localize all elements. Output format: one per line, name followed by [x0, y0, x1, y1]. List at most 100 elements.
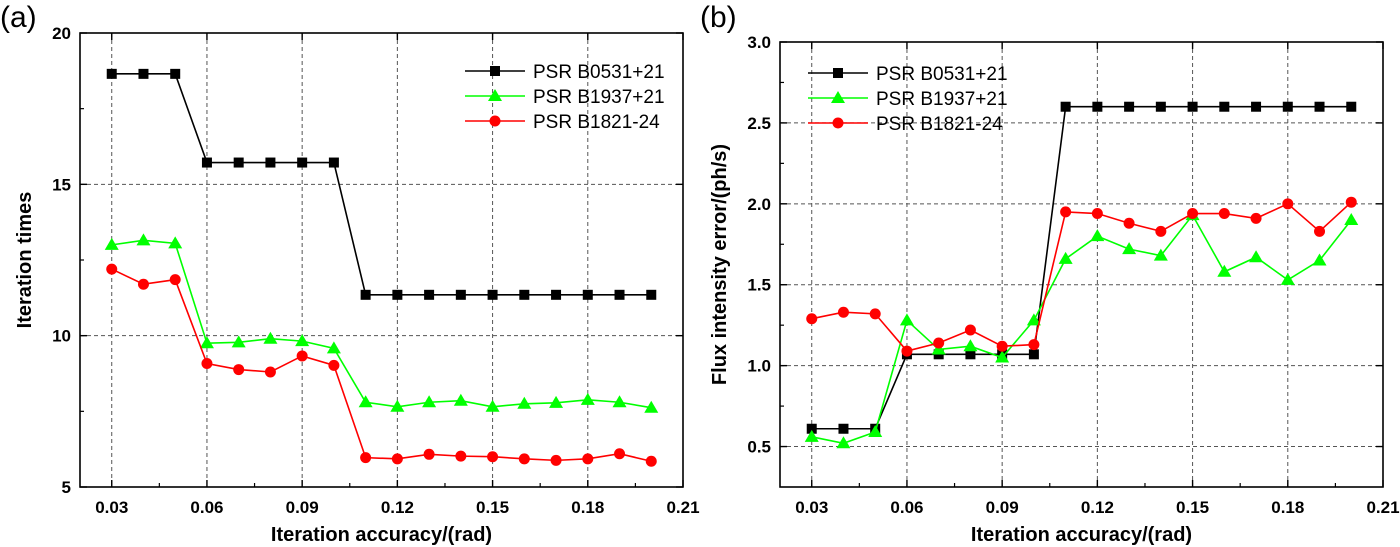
panel-a-series-1-point-3	[199, 336, 214, 349]
panel-b-series-2-point-13	[1218, 208, 1230, 220]
panel-b-series-1-point-0	[804, 429, 819, 442]
panel-a-series-0-point-7	[328, 157, 339, 168]
panel-a-ytick-label-3: 20	[52, 24, 71, 43]
panel-a-xtick-label-3: 0.12	[381, 498, 414, 517]
panel-b-xtick-label-0: 0.03	[795, 498, 828, 517]
panel-a-series-0-point-11	[455, 289, 466, 300]
panel-b-series-0-point-16	[1314, 101, 1325, 112]
panel-b-series-1-point-15	[1280, 272, 1295, 285]
panel-b-series-line-1	[811, 213, 1352, 445]
panel-b-series-1-point-1	[836, 436, 851, 449]
panel-a-series-2-point-7	[328, 359, 340, 371]
panel-b-legend-marker-0	[833, 68, 843, 78]
panel-a-series-1-point-7	[326, 341, 341, 354]
panel-b-series-2-point-8	[1060, 206, 1072, 218]
panel-b-series-2-point-1	[837, 306, 849, 318]
panel-a-series-0-point-14	[551, 289, 562, 300]
panel-b-xtick-label-4: 0.15	[1176, 498, 1209, 517]
panel-b-series-1-point-16	[1312, 253, 1327, 266]
panel-b-series-2-point-2	[869, 308, 881, 320]
panel-a-series-1-point-16	[612, 395, 627, 408]
panel-b-ytick-label-3: 2.0	[747, 195, 771, 214]
panel-a-series-1-point-11	[453, 393, 468, 406]
panel-a-series-2-point-6	[296, 350, 308, 362]
panel-b-series-0-point-17	[1346, 101, 1357, 112]
panel-a-legend-label-2: PSR B1821-24	[533, 112, 660, 133]
panel-b-series-1-point-2	[868, 424, 883, 437]
panel-a-legend-marker-0	[490, 66, 500, 76]
panel-a-series-line-1	[111, 239, 652, 409]
panel-a-series-1-point-2	[168, 236, 183, 249]
panel-b-legend-label-1: PSR B1937+21	[876, 89, 1008, 110]
panel-b-series-0-point-8	[1060, 101, 1071, 112]
panel-b-series-line-2	[811, 201, 1352, 352]
panel-b-series-2-point-15	[1282, 198, 1294, 210]
panel-b-series-1-point-6	[995, 350, 1010, 363]
panel-b-series-0-point-9	[1092, 101, 1103, 112]
panel-a-x-axis-title: Iteration accuracy/(rad)	[271, 524, 492, 546]
panel-b-ytick-label-1: 1.0	[747, 357, 771, 376]
panel-a-series-2-point-13	[518, 453, 530, 465]
panel-a-series-1-point-6	[295, 334, 310, 347]
panel-b-series-2-point-5	[964, 324, 976, 336]
panel-a-series-1-point-0	[104, 237, 119, 250]
panel-a-series-0-point-4	[233, 157, 244, 168]
panel-b-series-0-point-11	[1155, 101, 1166, 112]
panel-b-plot-frame	[779, 41, 1384, 488]
panel-a-series-2-point-15	[582, 453, 594, 465]
panel-b-series-1-point-3	[899, 313, 914, 326]
panel-a-series-2-point-2	[169, 274, 181, 286]
panel-a-series-2-point-16	[614, 448, 626, 460]
panel-a-xtick-label-2: 0.09	[286, 498, 319, 517]
panel-b-series-1-point-11	[1153, 248, 1168, 261]
panel-b-legend-marker-1	[831, 91, 845, 103]
panel-a-series-2-point-4	[233, 364, 245, 376]
panel-a-series-1-point-13	[517, 396, 532, 409]
panel-b-series-2-point-0	[806, 313, 818, 325]
panel-b-series-2-point-17	[1345, 196, 1357, 208]
panel-a-series-1-point-10	[422, 395, 437, 408]
panel-a-series-0-point-17	[646, 289, 657, 300]
panel-b-series-0-point-7	[1028, 349, 1039, 360]
panel-a-series-1-point-4	[231, 335, 246, 348]
panel-b: (b) 0.03 0.06 0.09 0.12 0.15 0.18 0.21 0.5 1.0 1.5…	[700, 1, 1400, 546]
panel-b-series-2-point-9	[1091, 208, 1103, 220]
panel-b-xtick-label-5: 0.18	[1271, 498, 1304, 517]
panel-a-series-2-point-10	[423, 448, 435, 460]
panel-b-label: (b)	[700, 1, 737, 34]
panel-a-series-0-point-13	[519, 289, 530, 300]
panel-a-series-0-point-9	[392, 289, 403, 300]
panel-b-series-0-point-5	[965, 349, 976, 360]
panel-b-series-0-point-1	[838, 423, 849, 434]
panel-a-y-axis-title: Iteration times	[14, 192, 36, 329]
panel-b-series-1-point-7	[1026, 313, 1041, 326]
panel-a-series-1-point-15	[580, 392, 595, 405]
panel-a-series-1-point-8	[358, 395, 373, 408]
panel-a-series-1-point-12	[485, 399, 500, 412]
panel-a-series-2-point-17	[645, 455, 657, 467]
panel-a-series-0-point-5	[265, 157, 276, 168]
panel-a-series-1-point-9	[390, 399, 405, 412]
panel-b-series-0-point-10	[1124, 101, 1135, 112]
panel-b-xtick-label-2: 0.09	[986, 498, 1019, 517]
panel-b-ytick-label-2: 1.5	[747, 276, 771, 295]
panel-b-ytick-label-0: 0.5	[747, 438, 771, 457]
panel-b-series-1-point-9	[1090, 229, 1105, 242]
panel-a-series-2-point-3	[201, 358, 213, 370]
panel-b-series-0-point-12	[1187, 101, 1198, 112]
panel-a-series-2-point-14	[550, 454, 562, 466]
panel-b-series-2-point-11	[1155, 225, 1167, 237]
panel-a-ytick-label-2: 15	[52, 175, 71, 194]
panel-a-series-2-point-8	[360, 452, 372, 464]
panel-a-series-line-0	[111, 73, 652, 296]
panel-a-series-0-point-8	[360, 289, 371, 300]
panel-b-series-0-point-0	[806, 423, 817, 434]
panel-a-series-0-point-16	[614, 289, 625, 300]
panel-b-ytick-label-4: 2.5	[747, 114, 771, 133]
panel-b-x-axis-title: Iteration accuracy/(rad)	[971, 524, 1192, 546]
panel-a-legend-label-1: PSR B1937+21	[533, 87, 665, 108]
panel-a-label: (a)	[0, 1, 37, 34]
panel-b-xtick-label-6: 0.21	[1366, 498, 1399, 517]
panel-a-legend-marker-2	[489, 115, 501, 127]
